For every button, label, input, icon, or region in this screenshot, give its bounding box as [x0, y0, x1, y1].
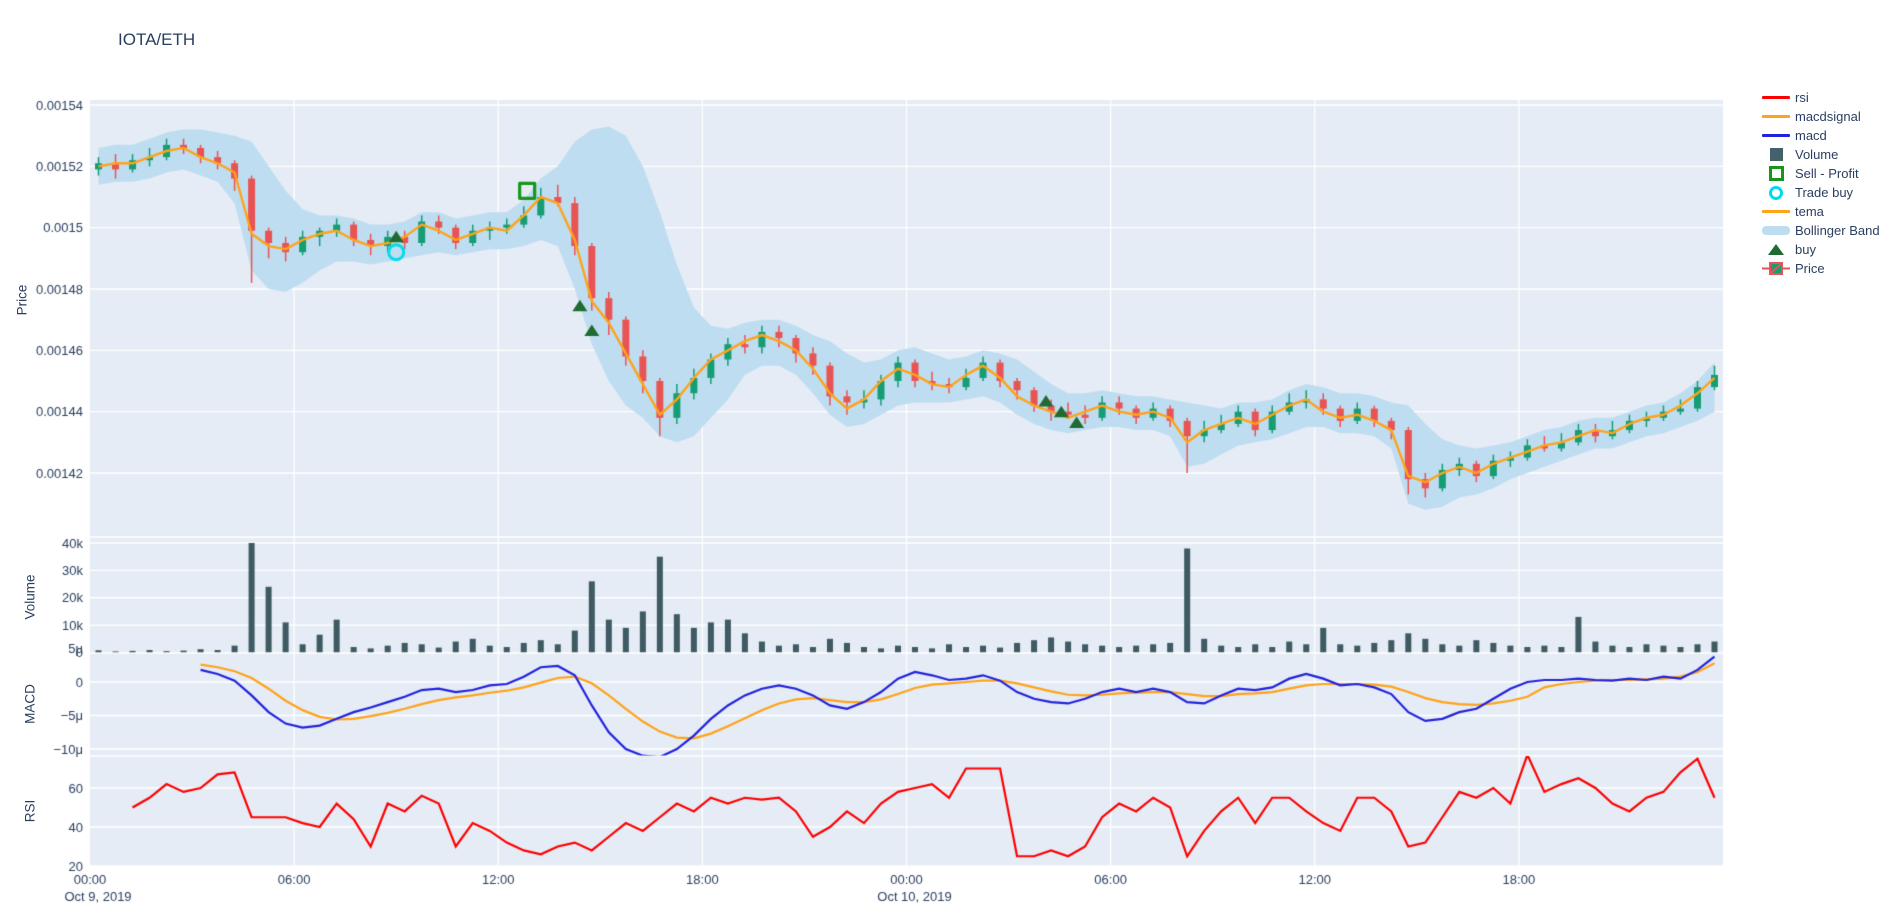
legend-item-bollinger-band[interactable]: Bollinger Band [1757, 221, 1880, 240]
legend-item-price[interactable]: Price [1757, 259, 1880, 278]
legend-label: macd [1795, 128, 1827, 143]
legend-label: Trade buy [1795, 185, 1854, 200]
trade-buy-circle-icon [1769, 185, 1783, 200]
legend-label: Sell - Profit [1795, 166, 1859, 181]
rsi-line-icon [1762, 96, 1790, 99]
legend-item-macd[interactable]: macd [1757, 126, 1880, 145]
page-title: IOTA/ETH [118, 30, 196, 49]
price-axis-title: Price [14, 284, 30, 316]
chart-legend: rsi macdsignal macd Volume Sell - Profit… [1757, 88, 1880, 278]
legend-item-rsi[interactable]: rsi [1757, 88, 1880, 107]
tema-line-icon [1762, 210, 1790, 213]
candlestick-icon [1757, 261, 1795, 276]
legend-item-buy[interactable]: buy [1757, 240, 1880, 259]
rsi-axis-title: RSI [22, 799, 38, 823]
buy-triangle-icon [1768, 244, 1784, 255]
legend-label: Volume [1795, 147, 1839, 162]
legend-item-tema[interactable]: tema [1757, 202, 1880, 221]
sell-profit-square-icon [1768, 166, 1784, 181]
legend-item-trade-buy[interactable]: Trade buy [1757, 183, 1880, 202]
legend-label: Price [1795, 261, 1825, 276]
bollinger-band-icon [1762, 226, 1790, 235]
legend-label: macdsignal [1795, 109, 1861, 124]
legend-item-sell-profit[interactable]: Sell - Profit [1757, 164, 1880, 183]
legend-label: tema [1795, 204, 1824, 219]
macd-axis-title: MACD [22, 684, 38, 724]
legend-item-macdsignal[interactable]: macdsignal [1757, 107, 1880, 126]
legend-label: Bollinger Band [1795, 223, 1880, 238]
legend-label: rsi [1795, 90, 1809, 105]
legend-label: buy [1795, 242, 1816, 257]
legend-item-volume[interactable]: Volume [1757, 145, 1880, 164]
macd-line-icon [1762, 134, 1790, 137]
volume-square-icon [1769, 148, 1783, 161]
macdsignal-line-icon [1762, 115, 1790, 118]
volume-axis-title: Volume [22, 574, 38, 620]
